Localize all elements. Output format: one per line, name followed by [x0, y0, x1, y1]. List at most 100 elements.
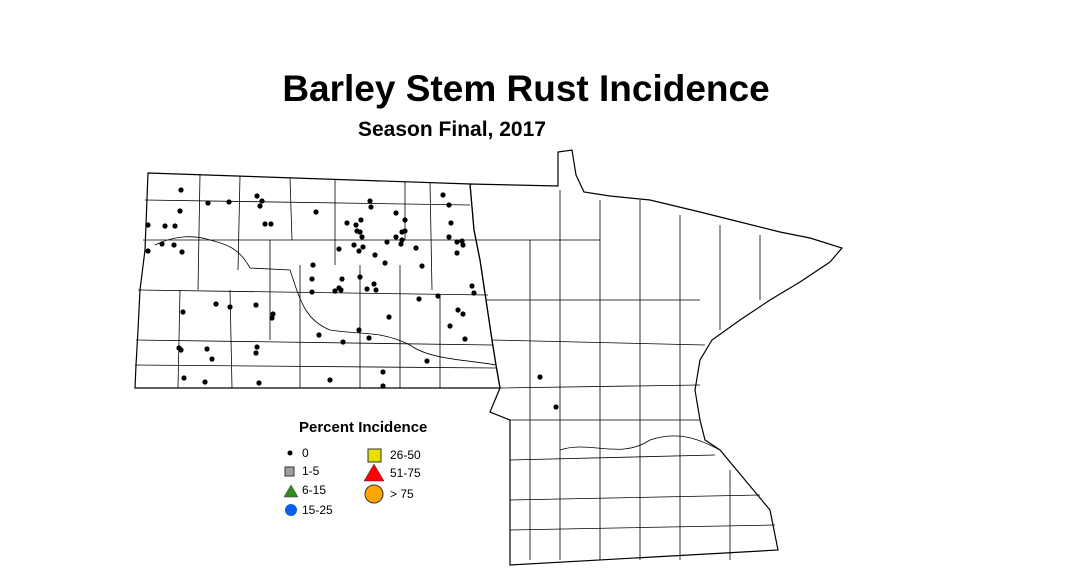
map-subtitle: Season Final, 2017	[358, 118, 546, 141]
observation-point	[364, 286, 370, 292]
observation-point	[254, 344, 260, 350]
observation-point	[402, 228, 408, 234]
legend-label-15-25: 15-25	[302, 503, 333, 517]
observation-point	[253, 302, 259, 308]
legend-symbol-15-25	[285, 504, 297, 516]
observation-point	[339, 276, 345, 282]
observation-point	[372, 252, 378, 258]
legend-symbol-6-15	[283, 484, 299, 498]
observation-point	[462, 336, 468, 342]
observation-point	[309, 289, 315, 295]
observation-point	[332, 288, 338, 294]
observation-point	[359, 234, 365, 240]
observation-point	[454, 250, 460, 256]
observation-point	[399, 237, 405, 243]
observation-point	[537, 374, 543, 380]
observation-point	[180, 309, 186, 315]
observation-point	[313, 209, 319, 215]
legend-label-6-15: 6-15	[302, 483, 326, 497]
observation-point	[360, 244, 366, 250]
observation-point	[447, 323, 453, 329]
observation-point	[209, 356, 215, 362]
legend-symbol-51-75	[363, 463, 385, 482]
observation-point	[213, 301, 219, 307]
observation-point	[424, 358, 430, 364]
observation-point	[145, 248, 151, 254]
observation-point	[384, 239, 390, 245]
observation-point	[460, 311, 466, 317]
observation-point	[178, 347, 184, 353]
observation-point	[327, 377, 333, 383]
observation-point	[145, 222, 151, 228]
legend-symbol-1-5	[284, 466, 295, 477]
observation-point	[268, 221, 274, 227]
observation-point	[357, 274, 363, 280]
observation-point	[257, 203, 263, 209]
observation-point	[253, 350, 259, 356]
observation-point	[368, 204, 374, 210]
legend-symbol-over-75	[364, 484, 384, 504]
observation-point	[393, 234, 399, 240]
observation-point	[402, 217, 408, 223]
observation-point	[469, 283, 475, 289]
observation-point	[179, 249, 185, 255]
observation-point	[413, 245, 419, 251]
observation-point	[259, 198, 265, 204]
observation-point	[373, 287, 379, 293]
observation-point	[382, 260, 388, 266]
observation-point	[367, 198, 373, 204]
legend: Percent Incidence 0 1-5 6-15 15-25 26-50…	[283, 419, 427, 517]
observation-point	[380, 383, 386, 389]
observation-point	[357, 229, 363, 235]
observation-point	[270, 311, 276, 317]
observation-points	[145, 187, 559, 410]
observation-point	[380, 369, 386, 375]
observation-point	[344, 220, 350, 226]
observation-point	[454, 239, 460, 245]
legend-label-51-75: 51-75	[390, 466, 421, 480]
observation-point	[356, 248, 362, 254]
observation-point	[340, 339, 346, 345]
legend-symbol-26-50	[367, 448, 382, 463]
observation-point	[386, 314, 392, 320]
legend-label-1-5: 1-5	[302, 464, 320, 478]
observation-point	[338, 287, 344, 293]
observation-point	[171, 242, 177, 248]
minnesota-outline	[469, 149, 844, 566]
observation-point	[226, 199, 232, 205]
observation-point	[227, 304, 233, 310]
observation-point	[416, 296, 422, 302]
observation-point	[162, 223, 168, 229]
legend-symbol-0	[287, 450, 293, 456]
observation-point	[178, 187, 184, 193]
observation-point	[455, 307, 461, 313]
observation-point	[471, 290, 477, 296]
observation-point	[204, 346, 210, 352]
observation-point	[181, 375, 187, 381]
observation-point	[205, 200, 211, 206]
observation-point	[393, 210, 399, 216]
state-boundaries	[134, 149, 844, 566]
observation-point	[309, 276, 315, 282]
observation-point	[269, 315, 275, 321]
north-dakota-outline	[134, 172, 501, 389]
observation-point	[159, 241, 165, 247]
legend-title: Percent Incidence	[299, 419, 427, 436]
observation-point	[448, 220, 454, 226]
observation-point	[419, 263, 425, 269]
observation-point	[440, 192, 446, 198]
observation-point	[460, 242, 466, 248]
observation-point	[446, 202, 452, 208]
legend-label-0: 0	[302, 446, 309, 460]
observation-point	[316, 332, 322, 338]
observation-point	[435, 293, 441, 299]
observation-point	[256, 380, 262, 386]
observation-point	[202, 379, 208, 385]
observation-point	[358, 217, 364, 223]
observation-point	[336, 246, 342, 252]
observation-point	[310, 262, 316, 268]
legend-label-over-75: > 75	[390, 487, 414, 501]
observation-point	[446, 234, 452, 240]
observation-point	[262, 221, 268, 227]
